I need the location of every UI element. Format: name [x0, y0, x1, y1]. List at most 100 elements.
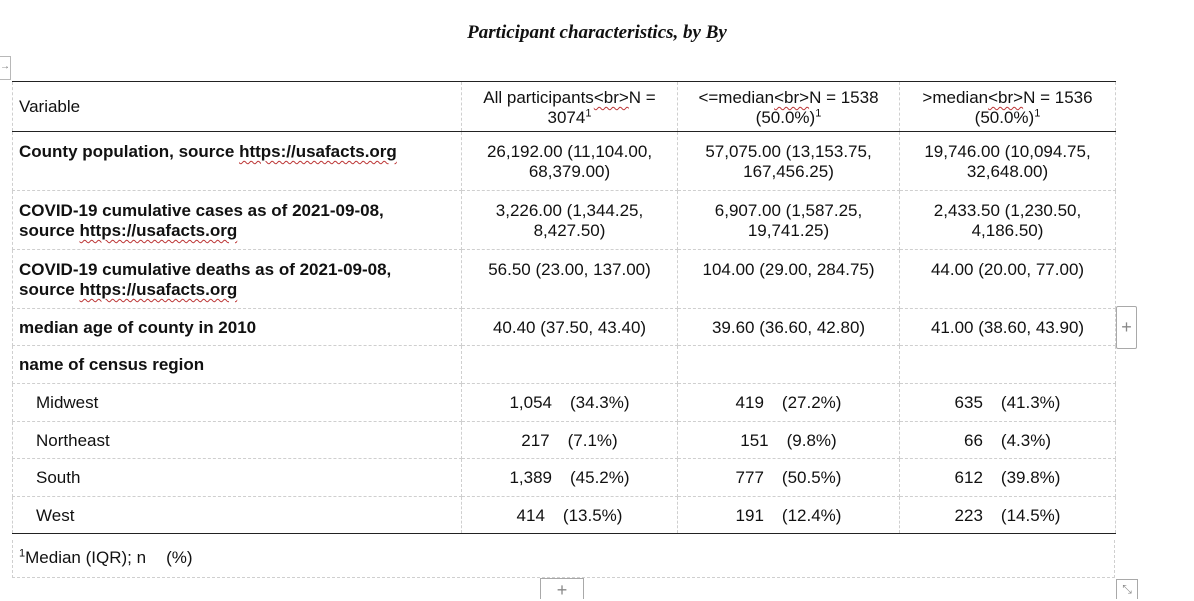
cell-northeast-all: 217 (7.1%): [461, 421, 678, 459]
row-label-midwest: Midwest: [12, 383, 462, 422]
cell-midwest-all: 1,054 (34.3%): [461, 383, 678, 422]
cell-text: 3,226.00 (1,344.25,: [495, 201, 644, 220]
cell-midwest-high: 635 (41.3%): [899, 383, 1116, 422]
footnote-percent: (%): [166, 548, 193, 567]
cases-label-source: source: [19, 221, 80, 240]
count-text: 419: [735, 393, 764, 412]
header-above-median: >median<br>N = 1536 (50.0%)1: [899, 81, 1116, 132]
cases-label-text: COVID-19 cumulative cases as of 2021-09-…: [19, 201, 384, 220]
cell-text: 4,186.50): [971, 221, 1044, 240]
header-all-sup: 1: [585, 107, 592, 120]
add-row-button[interactable]: +: [540, 578, 584, 600]
percent-text: (50.5%): [781, 468, 842, 487]
cell-age-low: 39.60 (36.60, 42.80): [677, 308, 900, 346]
percent-text: (27.2%): [781, 393, 842, 412]
percent-text: (13.5%): [562, 506, 623, 525]
percent-text: (7.1%): [567, 431, 618, 450]
source-link[interactable]: https://usafacts.org: [239, 142, 397, 161]
cell-northeast-low: 151 (9.8%): [677, 421, 900, 459]
source-link[interactable]: https://usafacts.org: [79, 221, 238, 240]
header-row: Variable All participants<br>N = 30741 <…: [12, 81, 1116, 132]
count-text: 777: [735, 468, 764, 487]
cell-age-all: 40.40 (37.50, 43.40): [461, 308, 678, 346]
count-text: 66: [964, 431, 983, 450]
row-label-population: County population, source https://usafac…: [12, 131, 462, 191]
header-high-label: >median: [922, 88, 989, 107]
cell-text: 6,907.00 (1,587.25,: [714, 201, 863, 220]
count-text: 1,054: [509, 393, 552, 412]
table-caption: Participant characteristics, by By: [467, 22, 727, 43]
count-text: 612: [954, 468, 983, 487]
header-high-br: <br>: [988, 88, 1024, 107]
cell-deaths-low: 104.00 (29.00, 284.75): [677, 249, 900, 309]
cell-empty: [677, 345, 900, 384]
table-row: median age of county in 2010 40.40 (37.5…: [12, 308, 1116, 346]
header-all-participants: All participants<br>N = 30741: [461, 81, 678, 132]
table-row: COVID-19 cumulative deaths as of 2021-09…: [12, 249, 1116, 309]
percent-text: (4.3%): [1000, 431, 1051, 450]
cell-pop-low: 57,075.00 (13,153.75, 167,456.25): [677, 131, 900, 191]
header-below-median: <=median<br>N = 1538 (50.0%)1: [677, 81, 900, 132]
cell-west-low: 191 (12.4%): [677, 496, 900, 534]
cell-text: 32,648.00): [966, 162, 1049, 181]
table-row: South 1,389 (45.2%) 777 (50.5%) 612 (39.8%): [12, 458, 1116, 497]
cell-text: 19,741.25): [747, 221, 830, 240]
header-low-label: <=median: [698, 88, 775, 107]
cell-text: 167,456.25): [743, 162, 834, 181]
row-label-west: West: [12, 496, 462, 534]
header-low-n: N = 1538: [809, 88, 879, 107]
resize-handle-icon[interactable]: ⤡: [1116, 579, 1138, 599]
percent-text: (14.5%): [1000, 506, 1061, 525]
row-label-region: name of census region: [12, 345, 462, 384]
deaths-label-text: COVID-19 cumulative deaths as of 2021-09…: [19, 260, 392, 279]
footnote-text: Median (IQR); n: [25, 548, 147, 567]
header-high-n: N = 1536: [1023, 88, 1093, 107]
cell-south-low: 777 (50.5%): [677, 458, 900, 497]
population-label-text: County population, source: [19, 142, 240, 161]
count-text: 223: [954, 506, 983, 525]
cell-deaths-all: 56.50 (23.00, 137.00): [461, 249, 678, 309]
header-all-br: <br>: [593, 88, 629, 107]
cell-cases-low: 6,907.00 (1,587.25, 19,741.25): [677, 190, 900, 250]
cell-deaths-high: 44.00 (20.00, 77.00): [899, 249, 1116, 309]
header-high-sup: 1: [1034, 107, 1041, 120]
cell-west-all: 414 (13.5%): [461, 496, 678, 534]
header-variable: Variable: [12, 81, 462, 132]
header-low-br: <br>: [774, 88, 810, 107]
percent-text: (41.3%): [1000, 393, 1061, 412]
table-row: Northeast 217 (7.1%) 151 (9.8%) 66 (4.3%): [12, 421, 1116, 459]
percent-text: (9.8%): [786, 431, 837, 450]
cell-text: 2,433.50 (1,230.50,: [933, 201, 1082, 220]
cell-text: 57,075.00 (13,153.75,: [705, 142, 872, 161]
header-all-label: All participants: [483, 88, 594, 107]
percent-text: (12.4%): [781, 506, 842, 525]
row-label-deaths: COVID-19 cumulative deaths as of 2021-09…: [12, 249, 462, 309]
row-label-age: median age of county in 2010: [12, 308, 462, 346]
cell-west-high: 223 (14.5%): [899, 496, 1116, 534]
table-row: name of census region: [12, 345, 1116, 384]
header-all-count: 3074: [547, 108, 586, 127]
add-column-button[interactable]: +: [1116, 306, 1137, 349]
table-row: County population, source https://usafac…: [12, 131, 1116, 191]
move-arrow-icon[interactable]: →: [0, 56, 11, 80]
row-label-cases: COVID-19 cumulative cases as of 2021-09-…: [12, 190, 462, 250]
count-text: 217: [521, 431, 550, 450]
count-text: 414: [516, 506, 545, 525]
cell-midwest-low: 419 (27.2%): [677, 383, 900, 422]
cell-empty: [461, 345, 678, 384]
participant-table: Variable All participants<br>N = 30741 <…: [12, 81, 1116, 534]
table-footnote: 1Median (IQR); n (%): [12, 540, 1115, 578]
cell-south-high: 612 (39.8%): [899, 458, 1116, 497]
cell-text: 19,746.00 (10,094.75,: [924, 142, 1091, 161]
cell-cases-all: 3,226.00 (1,344.25, 8,427.50): [461, 190, 678, 250]
count-text: 1,389: [509, 468, 552, 487]
cell-text: 26,192.00 (11,104.00,: [486, 142, 653, 161]
row-label-south: South: [12, 458, 462, 497]
source-link[interactable]: https://usafacts.org: [79, 280, 238, 299]
percent-text: (45.2%): [570, 468, 630, 487]
cell-northeast-high: 66 (4.3%): [899, 421, 1116, 459]
cell-age-high: 41.00 (38.60, 43.90): [899, 308, 1116, 346]
cell-text: 68,379.00): [528, 162, 611, 181]
cell-pop-all: 26,192.00 (11,104.00, 68,379.00): [461, 131, 678, 191]
cell-cases-high: 2,433.50 (1,230.50, 4,186.50): [899, 190, 1116, 250]
